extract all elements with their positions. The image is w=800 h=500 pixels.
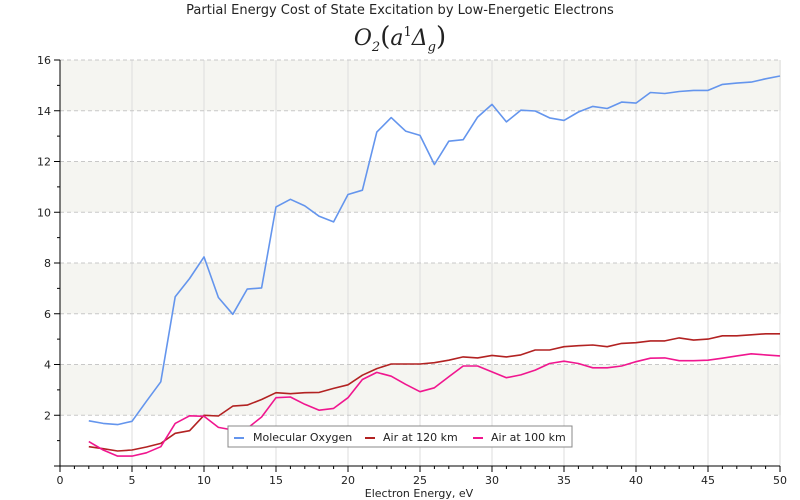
x-tick-label: 25 [413,474,427,487]
x-axis-label: Electron Energy, eV [365,487,474,500]
subtitle-close-paren: ) [435,22,447,52]
legend: Molecular Oxygen Air at 120 km Air at 100 … [227,425,573,448]
x-tick-label: 5 [129,474,136,487]
x-tick-label: 20 [341,474,355,487]
y-tick-label: 16 [37,54,51,67]
subtitle-base: O [353,26,372,51]
y-tick-label: 14 [37,105,51,118]
x-tick-label: 40 [629,474,643,487]
x-tick-label: 0 [57,474,64,487]
subtitle-state-superscript: 1 [403,25,412,40]
subtitle-state: a [390,26,404,51]
x-tick-label: 10 [197,474,211,487]
legend-label: Molecular Oxygen [253,431,352,444]
legend-label: Air at 100 km [491,431,566,444]
subtitle-base-subscript: 2 [371,40,381,55]
x-tick-label: 35 [557,474,571,487]
y-tick-label: 10 [37,206,51,219]
subtitle-term-subscript: g [427,40,436,55]
series-line-air-at-120-km [88,332,780,452]
subtitle-open-paren: ( [380,22,391,52]
grid-lines [60,59,781,466]
series-line-molecular-oxygen [88,75,781,426]
y-tick-label: 12 [37,156,51,169]
y-tick-label: 4 [44,359,51,372]
y-tick-label: 8 [44,257,51,270]
legend-label: Air at 120 km [383,431,458,444]
axes: 2 4 6 8 10 12 14 16 0 5 10 15 20 25 30 35 40 45 50 [37,54,787,487]
x-tick-label: 15 [269,474,283,487]
series-lines [88,75,781,457]
y-tick-label: 2 [44,409,51,422]
x-tick-label: 45 [701,474,715,487]
chart-subtitle: O2(a1Δg) [0,22,800,55]
series-line-air-at-100-km [88,352,781,457]
y-tick-label: 6 [44,308,51,321]
subtitle-term: Δ [411,26,428,51]
legend-box [227,425,573,448]
x-tick-label: 50 [773,474,787,487]
chart-title: Partial Energy Cost of State Excitation … [186,3,614,18]
x-tick-label: 30 [485,474,499,487]
